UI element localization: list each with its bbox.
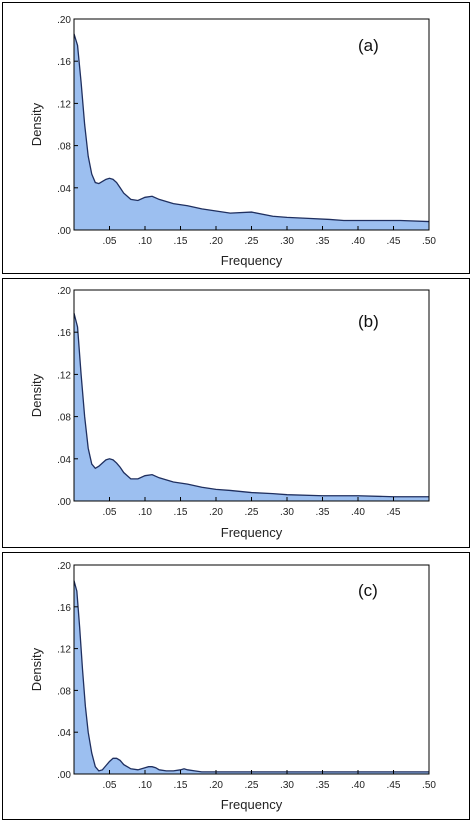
x-tick-label: .35	[316, 236, 330, 247]
y-axis-label: Density	[29, 373, 44, 417]
x-tick-label: .40	[351, 780, 365, 791]
density-area	[74, 580, 429, 774]
y-tick-label: .12	[57, 645, 71, 656]
y-axis-label: Density	[29, 102, 44, 146]
y-tick-label: .08	[57, 413, 71, 424]
y-tick-label: .16	[57, 57, 71, 68]
density-line	[73, 580, 429, 773]
chart-a-svg: .00 .04 .08 .12 .16 .20 .05 .10 .15 .20 .25 .30 .35.…	[29, 15, 436, 268]
x-tick-label: .15	[174, 780, 188, 791]
y-tick-label: .20	[57, 15, 71, 26]
y-tick-label: .04	[57, 728, 71, 739]
x-axis-label: Frequency	[221, 797, 283, 812]
chart-b-svg: .00 .04 .08 .12 .16 .20 .05 .10 .15 .20 .25 .30 .35.…	[29, 286, 430, 540]
chart-panel-b: .00 .04 .08 .12 .16 .20 .05 .10 .15 .20 .25 .30 .35.…	[2, 278, 470, 548]
x-tick-label: .35	[316, 507, 330, 518]
x-axis-label: Frequency	[221, 525, 283, 540]
x-tick-label: .15	[174, 507, 188, 518]
x-tick-label: .45	[387, 236, 401, 247]
x-tick-label: .40	[351, 236, 365, 247]
panel-letter: (b)	[358, 312, 379, 331]
x-tick-label: .10	[138, 507, 152, 518]
x-tick-label: .30	[280, 236, 294, 247]
y-tick-label: .12	[57, 370, 71, 381]
x-tick-label: .05	[103, 236, 117, 247]
x-tick-label: .45	[387, 507, 401, 518]
x-tick-label: .10	[138, 236, 152, 247]
x-tick-label: .30	[280, 780, 294, 791]
y-tick-label: .08	[57, 142, 71, 153]
y-tick-label: .00	[57, 497, 71, 508]
x-axis-label: Frequency	[221, 253, 283, 268]
x-tick-label: .35	[316, 780, 330, 791]
x-tick-label: .10	[138, 780, 152, 791]
x-tick-label: .20	[209, 236, 223, 247]
chart-c-svg: .00 .04 .08 .12 .16 .20 .05 .10 .15 .20 .25 .30 .35.…	[29, 561, 436, 812]
x-tick-label: .25	[245, 507, 259, 518]
y-axis-label: Density	[29, 647, 44, 691]
panel-letter: (a)	[358, 36, 379, 55]
x-tick-label: .25	[245, 780, 259, 791]
x-tick-label: .50	[422, 236, 436, 247]
y-tick-label: .00	[57, 226, 71, 237]
y-tick-label: .20	[57, 286, 71, 297]
x-tick-label: .40	[351, 507, 365, 518]
y-tick-label: .04	[57, 455, 71, 466]
y-tick-label: .04	[57, 184, 71, 195]
x-tick-label: .15	[174, 236, 188, 247]
density-area	[74, 313, 429, 501]
x-tick-label: .20	[209, 780, 223, 791]
density-line	[73, 33, 430, 223]
y-tick-label: .12	[57, 99, 71, 110]
chart-panel-a: .00 .04 .08 .12 .16 .20 .05 .10 .15 .20 .25 .30 .35.…	[2, 2, 470, 274]
chart-panel-c: .00 .04 .08 .12 .16 .20 .05 .10 .15 .20 .25 .30 .35.…	[2, 552, 470, 820]
y-tick-label: .08	[57, 686, 71, 697]
y-tick-label: .20	[57, 561, 71, 572]
x-tick-label: .05	[103, 507, 117, 518]
x-tick-label: .45	[387, 780, 401, 791]
density-area	[74, 33, 429, 230]
x-tick-label: .05	[103, 780, 117, 791]
y-tick-label: .16	[57, 603, 71, 614]
density-line	[73, 313, 429, 498]
x-tick-label: .20	[209, 507, 223, 518]
y-tick-label: .00	[57, 770, 71, 781]
x-tick-label: .30	[280, 507, 294, 518]
x-tick-label: .25	[245, 236, 259, 247]
x-tick-label: .50	[422, 780, 436, 791]
panel-letter: (c)	[358, 581, 378, 600]
y-tick-label: .16	[57, 328, 71, 339]
